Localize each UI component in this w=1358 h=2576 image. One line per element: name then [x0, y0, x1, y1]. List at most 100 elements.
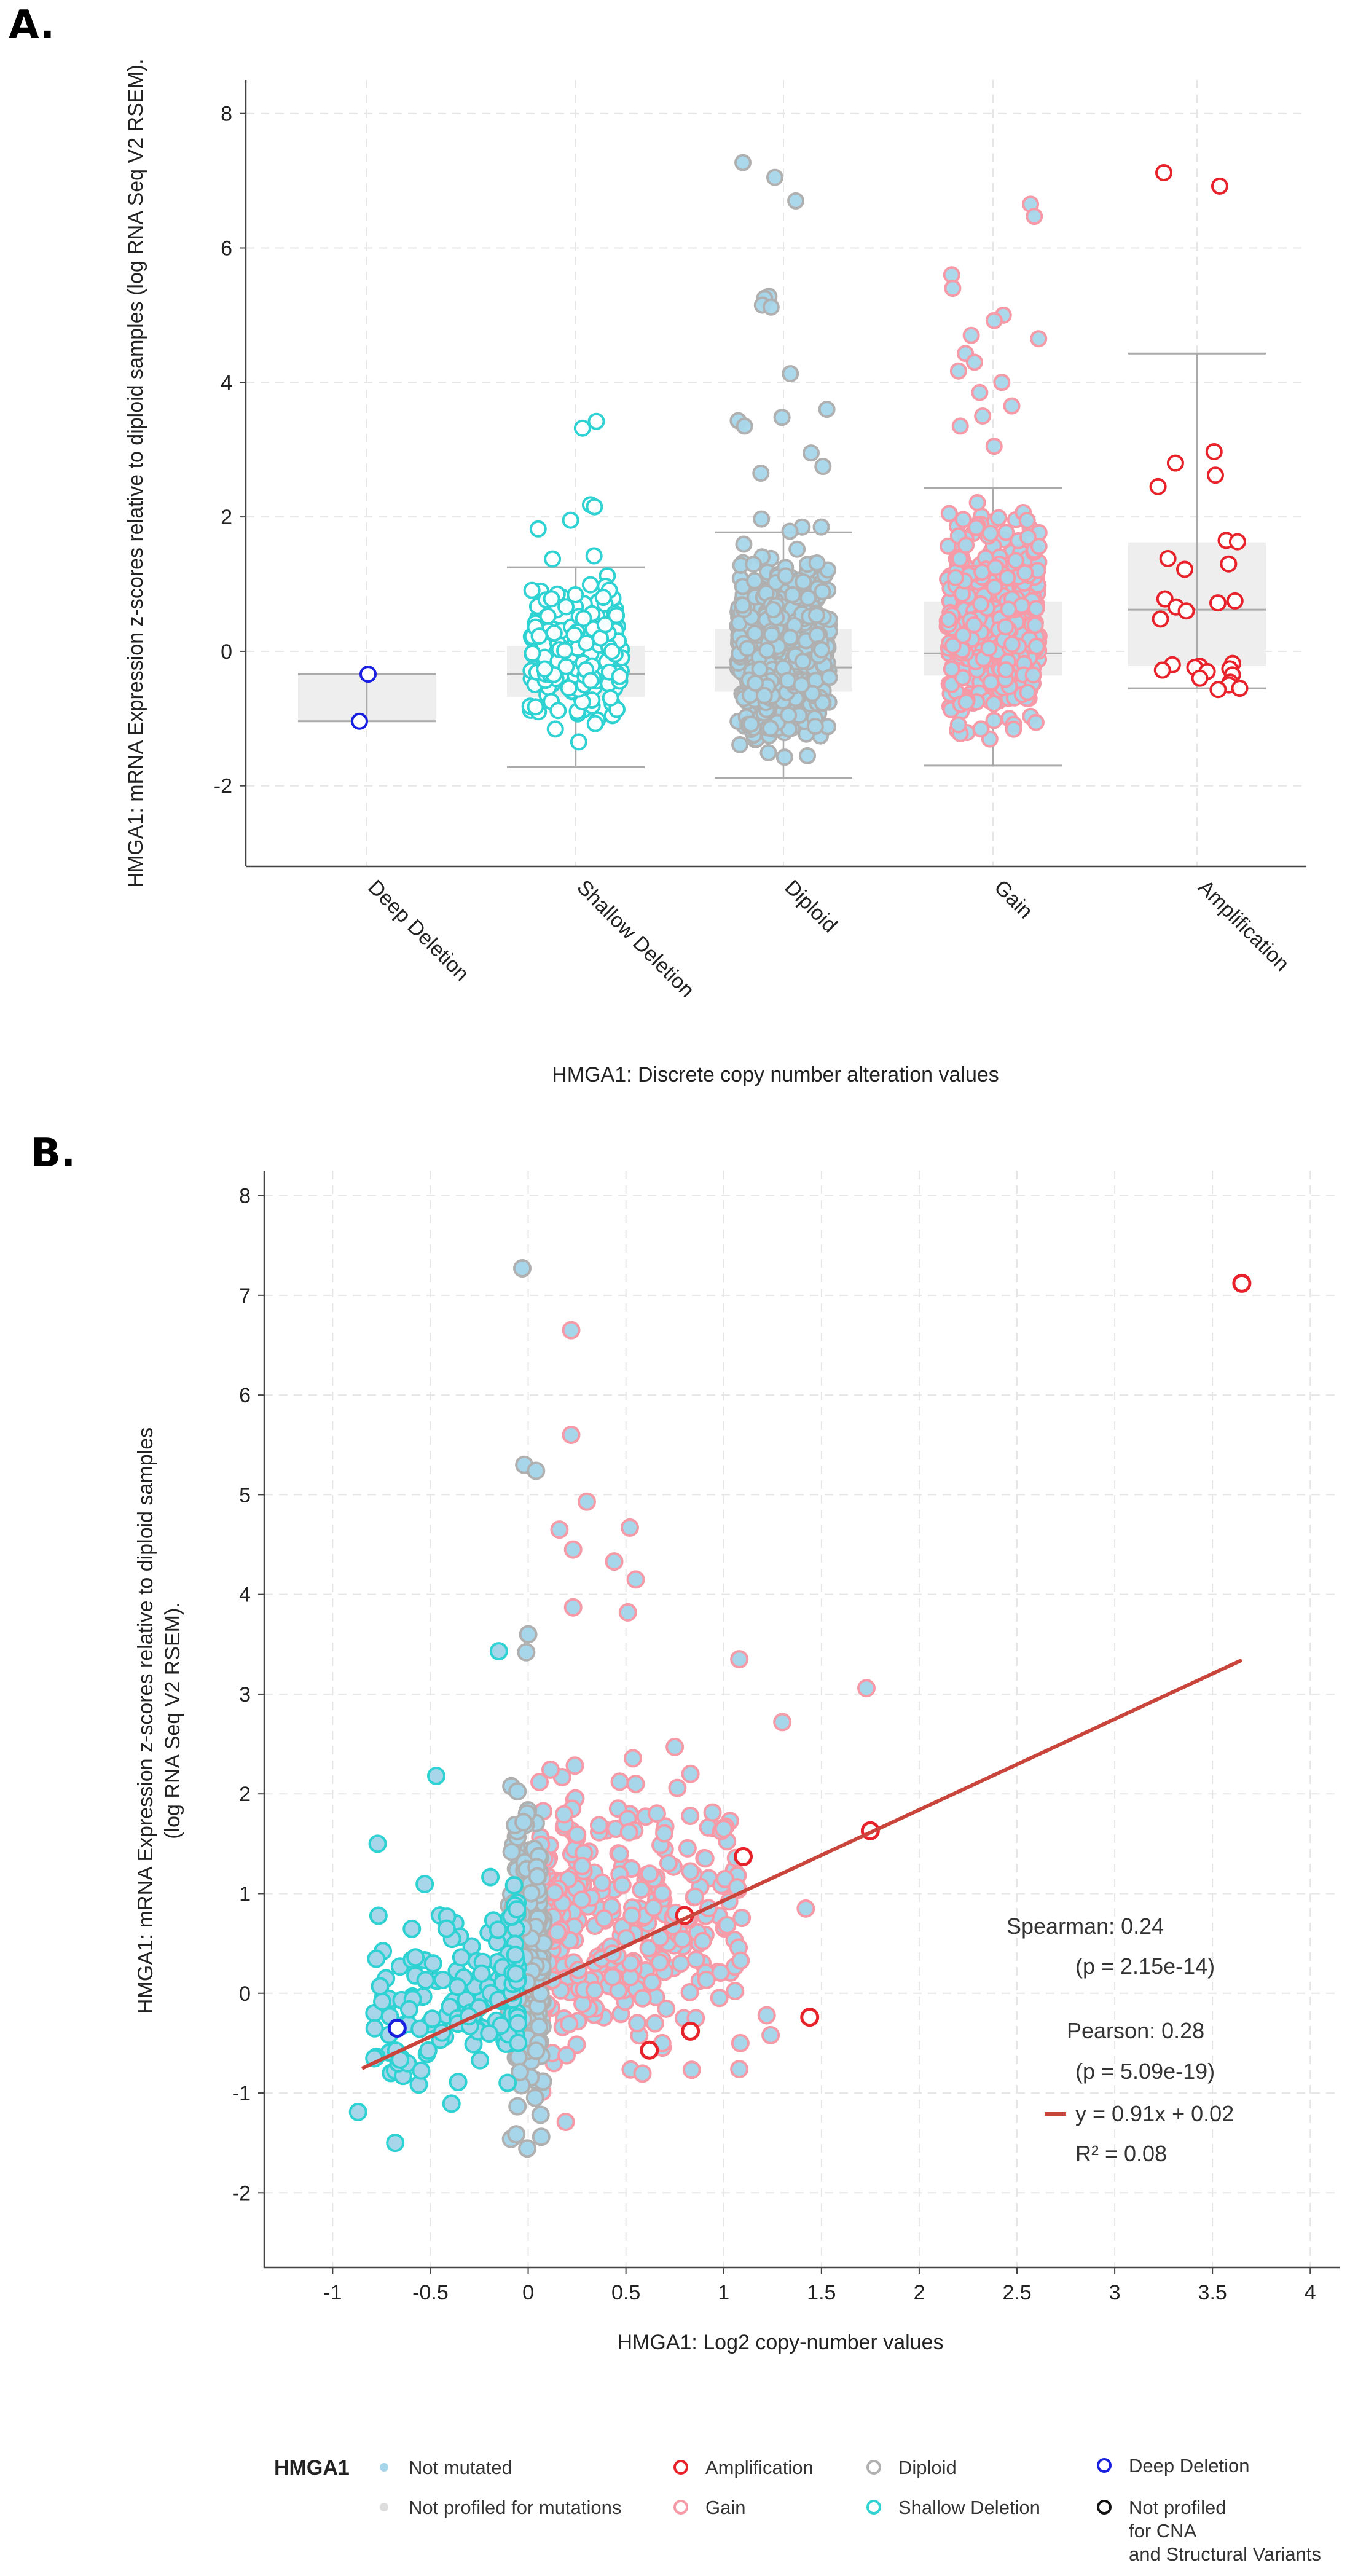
data-point	[644, 1898, 663, 1917]
data-point	[578, 1492, 596, 1511]
data-point	[433, 1970, 452, 1989]
data-point	[1211, 177, 1228, 195]
data-point	[581, 576, 599, 594]
x-tick-label: 0.5	[611, 2281, 640, 2304]
y-tick-label: -2	[214, 775, 232, 798]
legend-marker	[673, 2460, 688, 2475]
data-point	[795, 573, 812, 591]
data-point	[563, 1540, 583, 1559]
data-point	[541, 1760, 560, 1779]
data-point	[982, 673, 1000, 691]
data-point	[668, 1778, 687, 1797]
data-point	[518, 2139, 537, 2158]
data-point	[940, 611, 957, 629]
data-point	[1206, 466, 1224, 484]
data-point	[703, 1803, 722, 1822]
data-point	[560, 679, 578, 697]
data-point	[410, 2019, 430, 2038]
data-point	[957, 536, 975, 554]
data-point	[647, 1804, 666, 1823]
data-point	[954, 669, 971, 686]
data-point	[557, 2046, 576, 2065]
data-point	[532, 2127, 551, 2146]
data-point	[799, 747, 817, 764]
data-point	[508, 2097, 527, 2116]
data-point	[965, 616, 983, 634]
legend-label: Not profiled for mutations	[409, 2497, 621, 2518]
data-point	[1205, 442, 1223, 460]
data-point	[710, 1989, 729, 2008]
y-tick-label: 8	[221, 103, 232, 126]
data-point	[742, 715, 760, 733]
data-point	[373, 1992, 392, 2011]
legend: HMGA1 Not mutated Not profiled for mutatio…	[274, 2455, 1321, 2565]
data-point	[746, 624, 764, 642]
data-point	[628, 2014, 647, 2033]
x-tick-label: 3	[1109, 2281, 1121, 2304]
data-point	[659, 1854, 678, 1873]
legend-label: Shallow Deletion	[898, 2497, 1040, 2518]
data-point	[560, 2014, 579, 2033]
data-point	[509, 2033, 528, 2052]
data-point	[387, 2019, 407, 2038]
data-point	[550, 1520, 569, 1539]
data-point	[528, 1867, 547, 1886]
x-tick-label: 0	[522, 2281, 534, 2304]
data-point	[1153, 661, 1171, 679]
y-tick-label: 4	[239, 1584, 251, 1607]
data-point	[731, 736, 749, 753]
data-point	[508, 1782, 527, 1801]
legend-item-not-mutated: Not mutated	[380, 2457, 512, 2478]
data-point	[448, 1977, 467, 1997]
data-point	[761, 720, 779, 737]
data-point	[788, 540, 806, 558]
data-point	[682, 2060, 701, 2079]
x-tick-label: Amplification	[1193, 876, 1293, 976]
data-point	[943, 660, 960, 678]
y-tick-label: 7	[239, 1284, 251, 1308]
data-point	[981, 524, 999, 542]
data-point	[1209, 681, 1227, 699]
data-point	[718, 1915, 737, 1934]
data-point	[761, 2025, 780, 2044]
data-point	[681, 1764, 700, 1783]
data-point	[794, 653, 812, 670]
data-point	[603, 642, 621, 660]
legend-item-deep-deletion: Deep Deletion	[1097, 2455, 1249, 2476]
data-point	[759, 744, 777, 761]
data-point	[506, 1964, 525, 1983]
data-point	[1019, 683, 1037, 701]
data-point	[781, 629, 799, 646]
legend-item-shallow-deletion: Shallow Deletion	[866, 2497, 1040, 2518]
data-point	[696, 1849, 715, 1868]
data-point	[944, 280, 962, 297]
data-point	[655, 1824, 674, 1843]
data-point	[697, 1970, 716, 1989]
data-point	[449, 2073, 468, 2092]
data-point	[1156, 590, 1174, 608]
data-point	[796, 1899, 815, 1918]
data-point	[800, 2008, 820, 2027]
data-point	[386, 2134, 405, 2153]
data-point	[543, 590, 560, 608]
data-point	[437, 1919, 456, 1938]
data-point	[1209, 594, 1227, 612]
data-point	[808, 554, 826, 572]
pearson-value: Pearson: 0.28	[1067, 2018, 1204, 2043]
data-point	[1152, 610, 1169, 628]
data-point	[747, 674, 764, 692]
x-tick-label: Deep Deletion	[363, 876, 473, 986]
data-point	[999, 569, 1016, 587]
data-point	[773, 409, 791, 426]
y-tick-label: 3	[239, 1683, 251, 1706]
data-point	[693, 1931, 712, 1950]
data-point	[1026, 616, 1044, 634]
data-point	[777, 567, 795, 585]
data-point	[562, 1321, 581, 1340]
data-point	[586, 498, 603, 516]
data-point	[986, 578, 1003, 596]
data-point	[793, 676, 810, 694]
data-point	[506, 1945, 525, 1964]
data-point	[603, 1968, 622, 1987]
